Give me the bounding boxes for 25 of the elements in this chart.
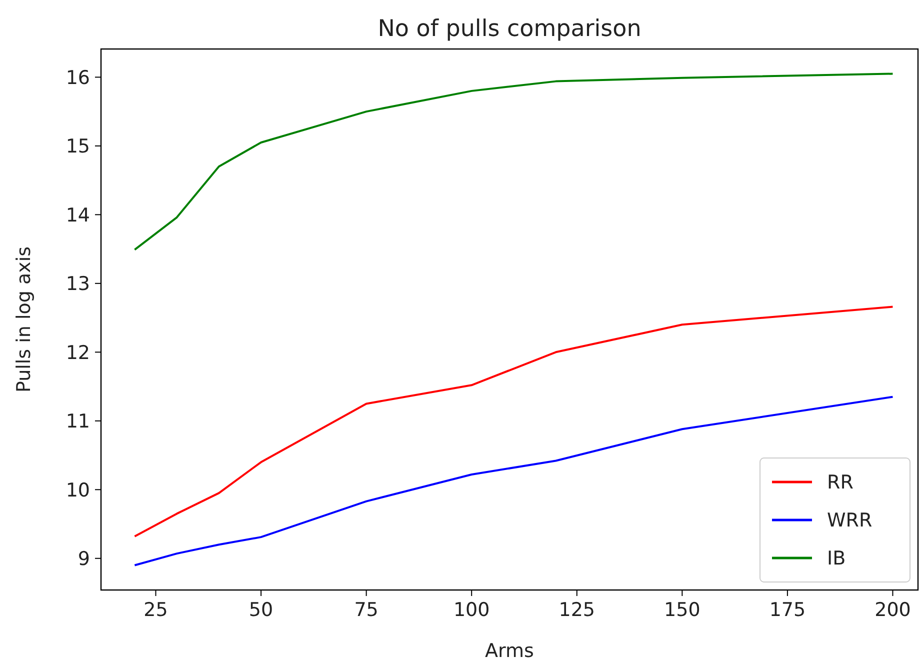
y-tick-label: 13 xyxy=(66,273,90,296)
line-series xyxy=(134,396,894,566)
x-tick-label: 100 xyxy=(453,599,490,621)
legend-label: WRR xyxy=(827,510,872,532)
line-series xyxy=(134,306,894,538)
y-tick-label: 16 xyxy=(66,66,90,89)
x-tick-label: 200 xyxy=(874,599,911,621)
line-series xyxy=(134,72,894,251)
x-tick-label: 125 xyxy=(558,599,596,621)
chart-title: No of pulls comparison xyxy=(378,16,642,42)
y-tick-label: 14 xyxy=(66,204,90,226)
legend-label: RR xyxy=(827,472,854,494)
y-tick-label: 11 xyxy=(66,410,90,433)
y-axis-title: Pulls in log axis xyxy=(13,246,35,393)
legend-label: IB xyxy=(827,548,846,570)
y-tick-label: 10 xyxy=(66,479,90,502)
x-axis-title: Arms xyxy=(485,640,534,662)
x-tick-label: 25 xyxy=(144,599,168,621)
y-tick-label: 9 xyxy=(78,548,90,570)
x-tick-label: 175 xyxy=(769,599,806,621)
x-tick-label: 150 xyxy=(664,599,700,621)
x-tick-label: 75 xyxy=(354,599,378,621)
y-tick-label: 15 xyxy=(66,136,90,158)
x-tick-label: 50 xyxy=(248,599,274,621)
y-tick-label: 12 xyxy=(66,342,90,364)
